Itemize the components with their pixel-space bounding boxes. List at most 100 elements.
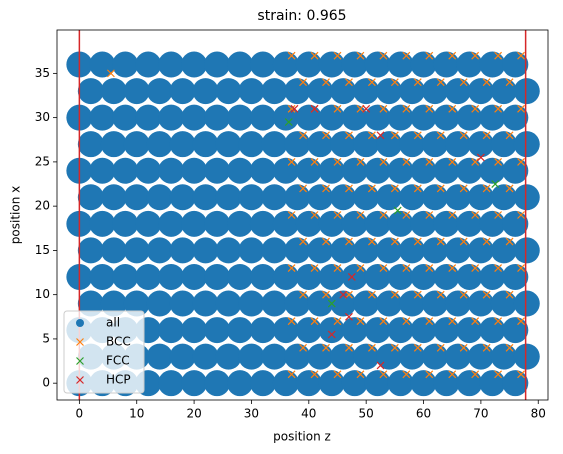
point xyxy=(490,290,517,317)
point xyxy=(322,131,330,140)
point xyxy=(494,317,503,326)
point xyxy=(387,370,414,397)
point xyxy=(413,237,422,246)
point xyxy=(327,299,336,308)
point xyxy=(226,51,253,78)
point xyxy=(479,104,506,131)
point xyxy=(100,290,127,317)
point xyxy=(448,51,457,60)
point xyxy=(215,184,242,211)
point xyxy=(295,317,322,344)
point xyxy=(146,343,173,370)
point xyxy=(505,131,514,140)
point xyxy=(502,370,529,397)
point xyxy=(215,237,242,264)
point xyxy=(356,264,365,273)
point xyxy=(345,131,353,140)
point xyxy=(390,78,399,87)
point xyxy=(387,51,414,78)
point xyxy=(123,78,150,105)
point xyxy=(491,180,500,188)
point xyxy=(135,51,162,78)
point xyxy=(379,104,388,113)
point xyxy=(169,343,196,370)
legend-marker xyxy=(76,319,84,327)
point xyxy=(307,237,334,264)
point xyxy=(517,370,525,379)
point xyxy=(459,290,468,299)
point xyxy=(513,237,540,264)
point xyxy=(413,78,422,87)
point xyxy=(467,78,494,105)
point xyxy=(318,317,345,344)
point xyxy=(436,78,445,87)
point xyxy=(479,210,506,237)
point xyxy=(307,290,334,317)
point xyxy=(261,184,288,211)
x-axis-label: position z xyxy=(273,430,331,444)
point xyxy=(471,51,480,60)
point xyxy=(146,237,173,264)
point xyxy=(479,370,506,397)
point xyxy=(112,263,139,290)
point xyxy=(299,237,307,246)
point xyxy=(425,370,434,379)
point xyxy=(284,118,293,126)
point xyxy=(367,237,376,246)
point xyxy=(146,131,173,158)
point xyxy=(413,131,422,140)
point xyxy=(333,211,342,219)
point xyxy=(310,264,319,273)
point xyxy=(517,104,525,113)
point xyxy=(490,184,517,211)
point xyxy=(100,237,127,264)
point xyxy=(467,131,494,158)
y-tick-label: 25 xyxy=(35,154,50,168)
point xyxy=(272,263,299,290)
point xyxy=(387,263,414,290)
point xyxy=(479,263,506,290)
point xyxy=(204,263,231,290)
point xyxy=(135,104,162,131)
point xyxy=(192,343,219,370)
point xyxy=(413,343,422,352)
point xyxy=(146,290,173,317)
point xyxy=(356,211,365,219)
point xyxy=(345,312,353,321)
point xyxy=(376,237,403,264)
point xyxy=(135,157,162,184)
point xyxy=(299,131,307,140)
point xyxy=(425,317,434,326)
point xyxy=(215,343,242,370)
point xyxy=(479,157,506,184)
point xyxy=(333,264,342,273)
point xyxy=(89,263,116,290)
point xyxy=(100,131,127,158)
point xyxy=(181,210,208,237)
point xyxy=(89,157,116,184)
point xyxy=(169,78,196,105)
point xyxy=(307,184,334,211)
point xyxy=(322,237,330,246)
point xyxy=(318,263,345,290)
point xyxy=(379,264,388,273)
point xyxy=(158,210,185,237)
point xyxy=(471,317,480,326)
point xyxy=(502,51,529,78)
point xyxy=(272,210,299,237)
x-tick-label: 20 xyxy=(186,407,201,421)
point xyxy=(410,263,437,290)
point xyxy=(310,51,319,60)
point xyxy=(390,237,399,246)
point xyxy=(448,104,457,113)
point xyxy=(422,343,449,370)
point xyxy=(226,210,253,237)
point xyxy=(192,184,219,211)
point xyxy=(517,317,525,326)
point xyxy=(410,104,437,131)
point xyxy=(513,343,540,370)
point xyxy=(444,184,471,211)
point xyxy=(413,290,422,299)
point xyxy=(204,104,231,131)
y-tick-label: 0 xyxy=(42,376,50,390)
